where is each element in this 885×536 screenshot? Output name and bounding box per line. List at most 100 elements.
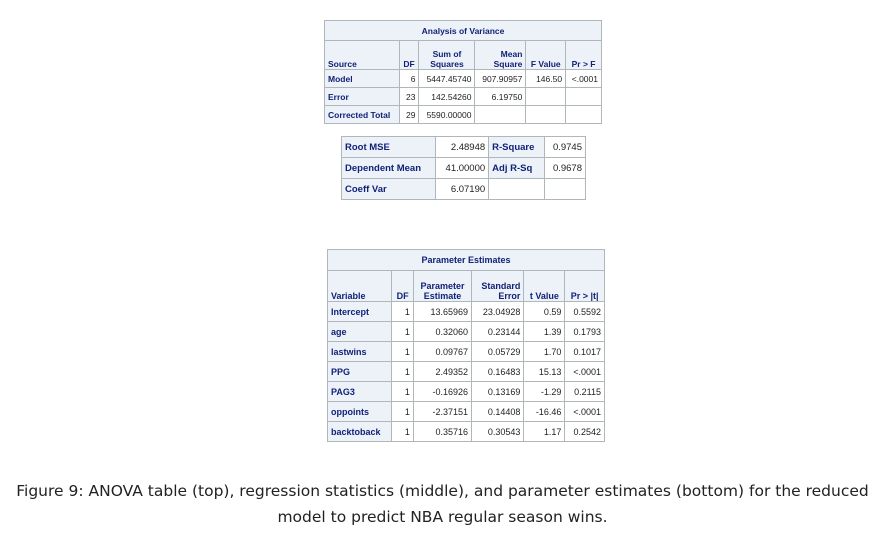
anova-header-df: DF [398, 40, 420, 70]
params-estimate: 0.32060 [412, 321, 473, 342]
params-variable: age [326, 321, 393, 342]
params-estimate: 0.09767 [412, 341, 473, 362]
fit-label: Dependent Mean [340, 157, 437, 179]
fit-label: R-Square [488, 136, 546, 158]
anova-ms: 907.90957 [474, 69, 527, 88]
anova-f: 146.50 [525, 69, 567, 88]
table-row: PAG3 1 -0.16926 0.13169 -1.29 0.2115 [326, 381, 605, 402]
params-p: 0.5592 [564, 301, 605, 322]
anova-header-p: Pr > F [565, 40, 602, 70]
params-header-p: Pr > |t| [564, 270, 605, 302]
anova-ss: 5447.45740 [418, 69, 476, 88]
fit-label: Adj R-Sq [488, 157, 546, 179]
figure-caption: Figure 9: ANOVA table (top), regression … [0, 478, 885, 530]
anova-source: Model [324, 69, 400, 88]
table-row: Model 6 5447.45740 907.90957 146.50 <.00… [324, 69, 602, 88]
params-t: 0.59 [523, 301, 566, 322]
params-df: 1 [391, 301, 414, 322]
fit-value: 2.48948 [435, 136, 490, 158]
params-header-se: Standard Error [470, 270, 525, 302]
anova-header-ss: Sum of Squares [418, 40, 476, 70]
anova-source: Corrected Total [324, 105, 400, 124]
params-t: 1.39 [523, 321, 566, 342]
anova-ms: 6.19750 [474, 87, 527, 106]
anova-f [525, 87, 567, 106]
params-t: -16.46 [523, 401, 566, 422]
params-variable: oppoints [326, 401, 393, 422]
params-t: 1.70 [523, 341, 566, 362]
anova-ss: 142.54260 [418, 87, 476, 106]
anova-table: Analysis of Variance Source DF Sum of Squ… [324, 20, 602, 124]
params-variable: PAG3 [326, 381, 393, 402]
anova-header-row: Source DF Sum of Squares Mean Square F Val… [324, 40, 602, 70]
params-df: 1 [391, 361, 414, 382]
params-se: 0.30543 [470, 421, 525, 442]
params-se: 0.23144 [470, 321, 525, 342]
params-header-estimate: Parameter Estimate [412, 270, 473, 302]
params-variable: Intercept [326, 301, 393, 322]
fit-value-empty [544, 178, 586, 200]
anova-p [565, 105, 602, 124]
params-df: 1 [391, 381, 414, 402]
table-row: backtoback 1 0.35716 0.30543 1.17 0.2542 [326, 421, 605, 442]
table-row: oppoints 1 -2.37151 0.14408 -16.46 <.0001 [326, 401, 605, 422]
table-row: Root MSE 2.48948 R-Square 0.9745 [340, 136, 586, 158]
params-header-variable: Variable [326, 270, 393, 302]
anova-df: 29 [398, 105, 420, 124]
table-row: Error 23 142.54260 6.19750 [324, 87, 602, 106]
params-se: 0.14408 [470, 401, 525, 422]
params-se: 23.04928 [470, 301, 525, 322]
fit-label: Coeff Var [340, 178, 437, 200]
params-variable: lastwins [326, 341, 393, 362]
params-header-df: DF [391, 270, 414, 302]
params-df: 1 [391, 341, 414, 362]
anova-ss: 5590.00000 [418, 105, 476, 124]
params-se: 0.13169 [470, 381, 525, 402]
table-row: age 1 0.32060 0.23144 1.39 0.1793 [326, 321, 605, 342]
params-se: 0.16483 [470, 361, 525, 382]
fit-value: 41.00000 [435, 157, 490, 179]
table-row: lastwins 1 0.09767 0.05729 1.70 0.1017 [326, 341, 605, 362]
params-header-row: Variable DF Parameter Estimate Standard Er… [326, 270, 605, 302]
table-row: PPG 1 2.49352 0.16483 15.13 <.0001 [326, 361, 605, 382]
anova-df: 23 [398, 87, 420, 106]
params-estimate: 0.35716 [412, 421, 473, 442]
params-variable: PPG [326, 361, 393, 382]
fit-value: 6.07190 [435, 178, 490, 200]
anova-f [525, 105, 567, 124]
params-p: <.0001 [564, 361, 605, 382]
fit-value: 0.9745 [544, 136, 586, 158]
parameter-estimates-table: Parameter Estimates Variable DF Paramete… [326, 249, 605, 442]
params-t: 1.17 [523, 421, 566, 442]
params-estimate: -2.37151 [412, 401, 473, 422]
params-estimate: 2.49352 [412, 361, 473, 382]
params-p: 0.1017 [564, 341, 605, 362]
fit-label: Root MSE [340, 136, 437, 158]
params-title: Parameter Estimates [327, 249, 605, 271]
params-se: 0.05729 [470, 341, 525, 362]
caption-line-1: Figure 9: ANOVA table (top), regression … [16, 482, 869, 500]
anova-source: Error [324, 87, 400, 106]
table-row: Coeff Var 6.07190 [340, 178, 586, 200]
anova-header-ms: Mean Square [474, 40, 527, 70]
anova-p [565, 87, 602, 106]
params-variable: backtoback [326, 421, 393, 442]
anova-ms [474, 105, 527, 124]
fit-value: 0.9678 [544, 157, 586, 179]
anova-df: 6 [398, 69, 420, 88]
table-row: Corrected Total 29 5590.00000 [324, 105, 602, 124]
params-p: 0.2115 [564, 381, 605, 402]
table-row: Dependent Mean 41.00000 Adj R-Sq 0.9678 [340, 157, 586, 179]
params-header-t: t Value [523, 270, 566, 302]
anova-title: Analysis of Variance [324, 20, 602, 41]
params-df: 1 [391, 421, 414, 442]
caption-line-2: model to predict NBA regular season wins… [277, 508, 608, 526]
params-df: 1 [391, 401, 414, 422]
params-estimate: -0.16926 [412, 381, 473, 402]
params-estimate: 13.65969 [412, 301, 473, 322]
params-df: 1 [391, 321, 414, 342]
anova-header-source: Source [324, 40, 400, 70]
fit-statistics-table: Root MSE 2.48948 R-Square 0.9745 Depende… [340, 136, 586, 200]
params-p: 0.2542 [564, 421, 605, 442]
table-row: Intercept 1 13.65969 23.04928 0.59 0.5592 [326, 301, 605, 322]
